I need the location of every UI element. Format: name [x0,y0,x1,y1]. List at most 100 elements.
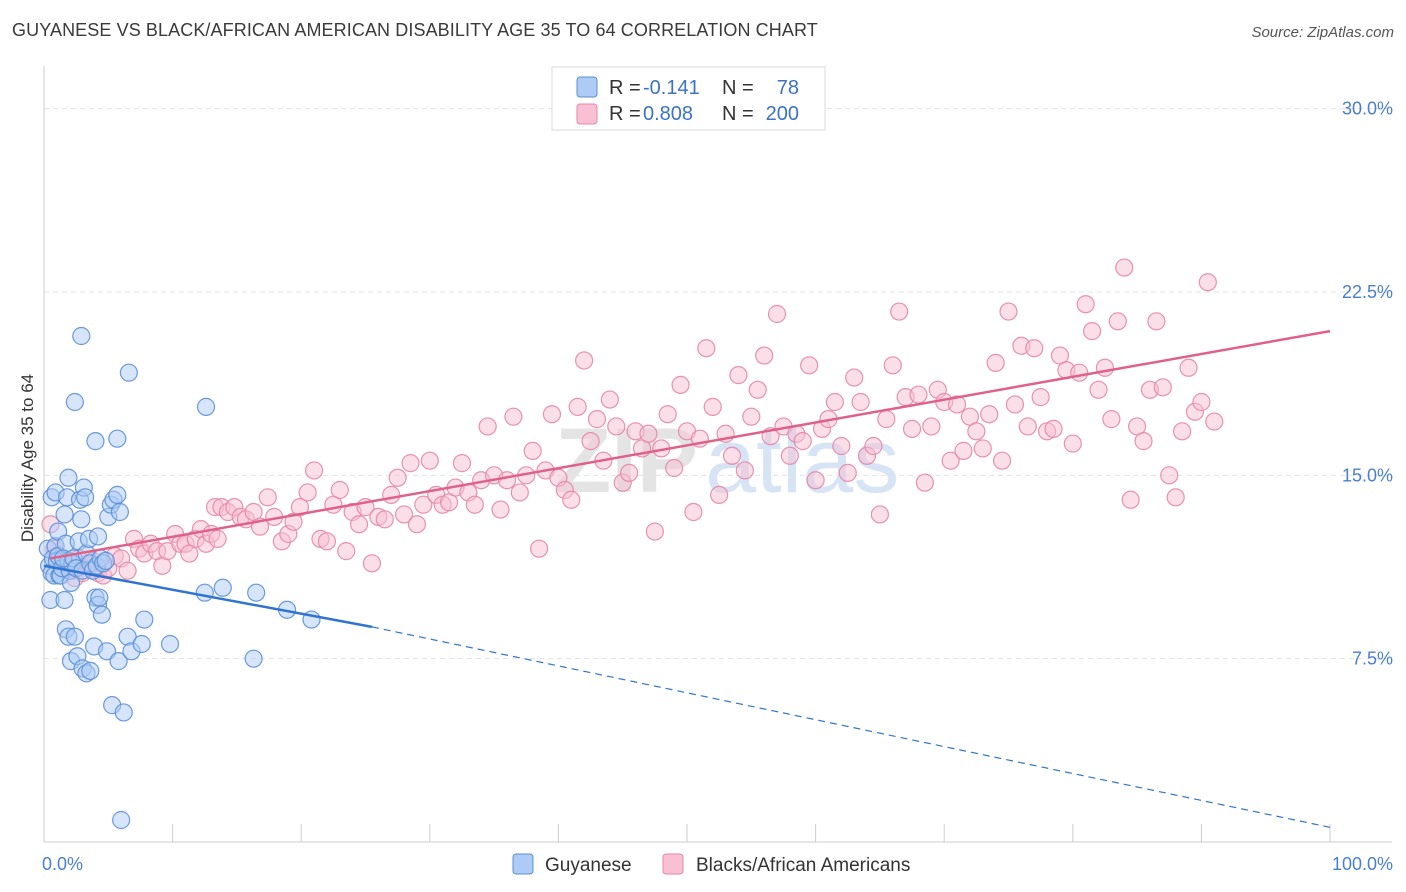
data-point-black [1192,392,1211,412]
bottom-legend-label-black: Blacks/African Americans [696,855,910,876]
data-point-black [941,451,960,470]
data-point-black [407,515,427,534]
data-point-black [1205,412,1224,431]
data-point-guyanese [112,810,131,830]
data-point-black [362,554,382,573]
data-point-black [1108,312,1127,331]
data-point-black [1076,295,1095,314]
data-point-black [600,390,619,409]
data-point-black [973,439,992,458]
data-point-black [510,483,529,502]
chart-title: GUYANESE VS BLACK/AFRICAN AMERICAN DISAB… [12,20,818,40]
data-point-guyanese [196,397,216,416]
data-point-black [710,485,729,504]
y-tick-labels: 7.5% 15.0% 22.5% 30.0% [1342,99,1393,669]
data-point-black [530,539,549,558]
data-point-guyanese [55,505,74,524]
data-point-black [864,436,883,456]
data-point-black [1153,378,1172,397]
legend-r-value: 0.808 [643,103,693,125]
data-point-black [581,432,600,451]
data-point-black [568,397,587,416]
x-tick-label-max: 100.0% [1332,854,1393,874]
data-point-black [1031,388,1050,407]
data-point-black [465,495,484,514]
data-point-black [806,471,825,490]
data-point-black [992,451,1012,470]
data-point-black [523,441,542,460]
trend-line-guyanese-projection [371,626,1331,828]
data-point-black [684,502,703,522]
data-point-guyanese [72,510,91,529]
data-point-black [671,375,690,394]
data-point-black [748,380,767,399]
axes [43,66,1392,843]
data-point-black [980,405,999,424]
data-point-black [1147,312,1166,331]
data-point-guyanese [96,551,115,570]
data-point-black [562,490,581,509]
data-point-guyanese [108,429,127,448]
data-point-black [1044,419,1063,438]
data-point-black [317,532,337,551]
data-point-black [1063,434,1082,453]
data-point-black [304,461,324,480]
data-point-guyanese [81,661,100,680]
data-point-black [497,471,517,490]
data-point-black [639,424,658,443]
data-point-guyanese [110,502,129,522]
y-tick-label: 22.5% [1342,282,1393,302]
data-point-black [1089,380,1108,399]
legend-r-label: R = [609,77,641,99]
data-point-black [620,463,639,482]
x-tick-labels: 0.0% 100.0% [42,854,1393,874]
data-point-black [1173,422,1192,441]
legend-swatch-guyanese [576,76,598,98]
data-point-black [915,473,935,492]
data-point-guyanese [109,652,128,671]
data-point-black [394,505,414,524]
data-point-guyanese [55,590,74,610]
bottom-legend-label-guyanese: Guyanese [545,855,632,876]
data-point-guyanese [244,649,263,668]
data-point-black [883,356,902,375]
legend-r-label: R = [609,103,641,125]
data-point-black [1198,273,1217,292]
data-point-black [703,397,722,416]
data-point-guyanese [76,488,95,507]
data-point-black [1018,417,1037,436]
data-point-black [1005,395,1025,414]
data-point-guyanese [72,326,91,346]
data-point-black [832,436,851,456]
data-point-black [504,407,523,426]
data-point-black [909,385,928,404]
data-point-black [1121,490,1140,509]
data-point-black [1095,358,1115,377]
data-point-black [1160,466,1179,485]
data-point-black [722,446,742,465]
data-point-black [658,405,677,424]
data-point-black [349,515,369,534]
trend-line-guyanese [43,564,373,629]
data-point-black [1115,258,1134,277]
data-point-guyanese [90,588,109,607]
data-point-guyanese [135,610,154,629]
data-point-guyanese [114,703,133,722]
y-tick-label: 15.0% [1342,465,1393,485]
data-point-black [258,488,277,507]
data-point-guyanese [65,627,84,646]
data-point-black [208,529,227,548]
data-point-black [967,422,986,441]
data-point-black [542,405,562,424]
legend-n-label: N = [722,77,754,99]
data-point-guyanese [195,583,214,602]
stats-legend: R = -0.141 N = 78 R = 0.808 N = 200 [551,66,826,131]
data-point-black [298,483,317,502]
data-point-guyanese [92,605,111,624]
data-point-black [870,505,890,524]
data-point-black [1134,432,1153,451]
y-axis-title: Disability Age 35 to 64 [18,374,37,542]
data-point-black [851,392,870,412]
gridlines [44,108,1392,660]
